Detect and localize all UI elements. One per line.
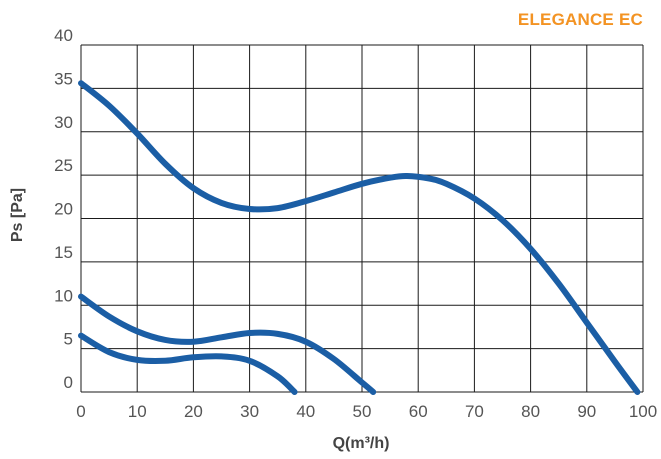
x-tick-label: 90 — [577, 402, 596, 421]
y-tick-label: 30 — [54, 113, 73, 132]
x-tick-label: 20 — [184, 402, 203, 421]
x-tick-label: 70 — [465, 402, 484, 421]
chart-series — [78, 80, 641, 395]
x-tick-label: 10 — [128, 402, 147, 421]
x-axis-label: Q(m³/h) — [333, 435, 390, 452]
y-tick-label: 5 — [64, 330, 73, 349]
x-tick-label: 30 — [240, 402, 259, 421]
brand-suffix: EC — [618, 10, 643, 29]
y-axis-label: Ps [Pa] — [9, 188, 26, 242]
y-tick-label: 15 — [54, 243, 73, 262]
series-line-3 — [78, 332, 298, 395]
x-tick-label: 60 — [409, 402, 428, 421]
x-tick-label: 80 — [521, 402, 540, 421]
series-line-1 — [78, 80, 641, 395]
brand-name: ELEGANCE — [517, 10, 614, 29]
x-axis-ticks: 0 10 20 30 40 50 60 70 80 90 100 — [76, 402, 657, 421]
y-tick-label: 20 — [54, 200, 73, 219]
x-tick-label: 50 — [353, 402, 372, 421]
y-tick-label: 10 — [54, 286, 73, 305]
y-tick-label: 35 — [54, 69, 73, 88]
y-tick-label: 40 — [54, 26, 73, 45]
y-tick-label: 0 — [64, 373, 73, 392]
y-axis-ticks: 0 5 10 15 20 25 30 35 40 — [54, 26, 73, 392]
y-tick-label: 25 — [54, 156, 73, 175]
x-tick-label: 40 — [296, 402, 315, 421]
x-tick-label: 0 — [76, 402, 85, 421]
series-line-2 — [78, 293, 377, 395]
x-tick-label: 100 — [629, 402, 657, 421]
brand-logo: ELEGANCE EC — [518, 10, 643, 30]
